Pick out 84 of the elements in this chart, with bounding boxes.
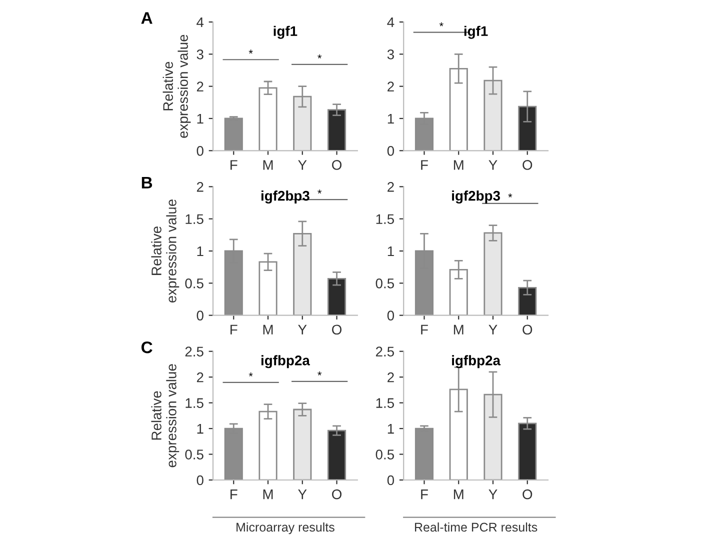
y-tick-label: 0 bbox=[387, 310, 394, 320]
x-tick-label: Y bbox=[488, 160, 498, 170]
bar bbox=[414, 428, 434, 480]
bar bbox=[414, 118, 434, 151]
x-tick-label: O bbox=[522, 324, 532, 335]
x-tick-label: M bbox=[454, 490, 464, 500]
x-tick-label: F bbox=[421, 490, 428, 500]
x-tick-label: O bbox=[522, 160, 532, 170]
y-tick-label: 1.5 bbox=[376, 214, 394, 224]
chart-title: igf2bp3 bbox=[261, 190, 310, 204]
x-tick-label: M bbox=[454, 160, 464, 170]
y-tick-label: 2 bbox=[388, 82, 394, 92]
x-tick-label: M bbox=[263, 160, 273, 170]
y-tick-label: 2.5 bbox=[185, 346, 204, 357]
y-tick-label: 4 bbox=[196, 17, 204, 28]
chart-title: igf2bp3 bbox=[452, 190, 500, 204]
x-tick-label: Y bbox=[298, 324, 307, 334]
text: A bbox=[141, 12, 152, 24]
annotation: * bbox=[439, 22, 444, 26]
x-tick-label: M bbox=[263, 324, 273, 334]
chart-title: igfbp2a bbox=[261, 355, 310, 368]
y-axis-title: Relative expression value bbox=[162, 34, 191, 138]
y-tick-label: 1 bbox=[197, 114, 204, 124]
bar bbox=[224, 428, 243, 480]
x-tick-label: O bbox=[332, 489, 342, 500]
x-tick-label: F bbox=[230, 490, 238, 500]
y-tick-label: 2 bbox=[196, 372, 204, 382]
bar bbox=[224, 118, 243, 151]
y-tick-label: 1.5 bbox=[186, 398, 204, 408]
y-tick-label: 1 bbox=[388, 424, 394, 434]
text: C bbox=[141, 341, 152, 354]
y-tick-label: 2 bbox=[196, 182, 204, 192]
chart-title: igfbp2a bbox=[452, 355, 501, 368]
text: Real-time PCR results bbox=[415, 522, 538, 532]
text: Microarray results bbox=[236, 522, 334, 534]
x-tick-label: O bbox=[332, 324, 342, 335]
y-tick-label: 3 bbox=[196, 49, 204, 60]
annotation: * bbox=[248, 50, 253, 54]
y-tick-label: 2 bbox=[196, 82, 204, 92]
y-axis-title: Relative expression value bbox=[151, 364, 180, 468]
y-tick-label: 0.5 bbox=[376, 450, 394, 460]
y-tick-label: 0.5 bbox=[185, 278, 204, 288]
y-tick-label: 1 bbox=[197, 246, 204, 256]
y-tick-label: 1.5 bbox=[186, 214, 204, 224]
bar bbox=[327, 109, 346, 151]
text: B bbox=[142, 176, 152, 188]
y-tick-label: 1 bbox=[388, 114, 394, 124]
y-tick-label: 0 bbox=[196, 310, 204, 320]
y-tick-label: 1 bbox=[388, 246, 394, 256]
y-tick-label: 2 bbox=[388, 372, 394, 382]
x-tick-label: Y bbox=[488, 324, 498, 334]
x-tick-label: F bbox=[230, 160, 238, 170]
annotation: * bbox=[318, 372, 322, 376]
y-tick-label: 0 bbox=[387, 146, 394, 156]
y-tick-label: 3 bbox=[387, 49, 394, 60]
y-tick-label: 0.5 bbox=[185, 450, 204, 460]
annotation: * bbox=[318, 54, 322, 58]
x-tick-label: M bbox=[454, 324, 464, 334]
x-tick-label: Y bbox=[298, 490, 307, 500]
y-tick-label: 0 bbox=[196, 475, 204, 486]
bar bbox=[327, 430, 346, 480]
x-tick-label: Y bbox=[488, 490, 498, 500]
x-tick-label: F bbox=[421, 160, 428, 170]
y-tick-label: 2 bbox=[388, 182, 394, 192]
annotation: * bbox=[508, 193, 512, 198]
x-tick-label: O bbox=[522, 489, 532, 500]
chart-title: igf1 bbox=[274, 26, 298, 39]
chart-title: igf1 bbox=[464, 26, 488, 39]
annotation: * bbox=[248, 372, 253, 376]
bar bbox=[518, 422, 537, 480]
x-tick-label: Y bbox=[298, 160, 307, 170]
y-tick-label: 1 bbox=[197, 424, 204, 434]
y-tick-label: 0.5 bbox=[376, 278, 394, 288]
y-tick-label: 1.5 bbox=[376, 398, 394, 408]
x-tick-label: O bbox=[332, 160, 342, 170]
y-tick-label: 4 bbox=[387, 17, 394, 28]
y-tick-label: 0 bbox=[196, 146, 204, 156]
x-tick-label: F bbox=[230, 324, 238, 334]
annotation: * bbox=[318, 190, 322, 194]
x-tick-label: M bbox=[263, 490, 273, 500]
y-tick-label: 2.5 bbox=[376, 346, 394, 357]
x-tick-label: F bbox=[421, 324, 428, 334]
y-tick-label: 0 bbox=[387, 475, 394, 486]
y-axis-title: Relative expression value bbox=[151, 200, 180, 303]
